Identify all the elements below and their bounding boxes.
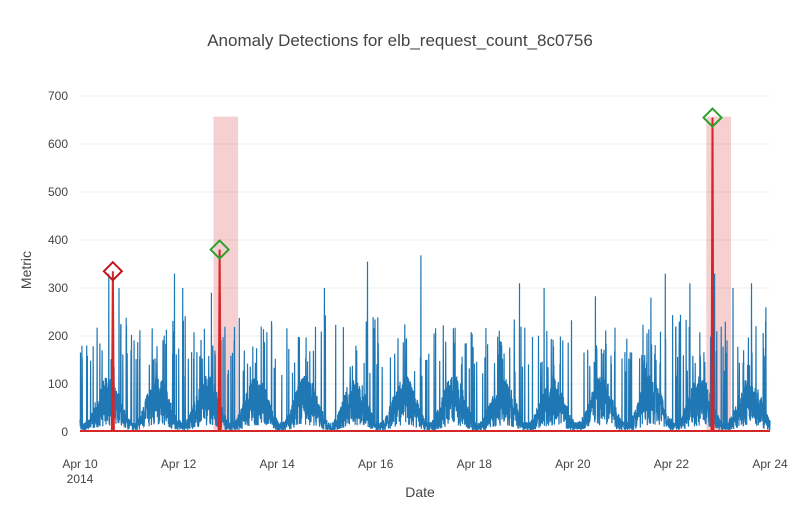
anomaly-marker (702, 107, 723, 129)
x-tick-label: Apr 12 (161, 457, 197, 471)
x-tick-label: Apr 20 (555, 457, 591, 471)
anomaly-marker (209, 239, 231, 261)
y-tick-label: 500 (48, 185, 68, 199)
grid-layer (80, 95, 770, 385)
x-tick-label: Apr 22 (654, 457, 690, 471)
x-tick-label: Apr 16 (358, 457, 394, 471)
y-axis-title: Metric (18, 251, 34, 289)
series-layer (79, 117, 771, 433)
y-tick-label: 300 (48, 281, 68, 295)
x-axis-title: Date (405, 484, 435, 500)
chart-title: Anomaly Detections for elb_request_count… (207, 31, 593, 50)
anomaly-marker (102, 260, 124, 282)
x-tick-label: Apr 10 (62, 457, 98, 471)
y-tick-label: 700 (48, 89, 68, 103)
x-tick-label: Apr 24 (752, 457, 788, 471)
x-tick-sublabel: 2014 (67, 472, 94, 486)
x-tick-label: Apr 14 (259, 457, 295, 471)
anomaly-score-line (80, 117, 770, 432)
y-tick-label: 600 (48, 137, 68, 151)
x-tick-label: Apr 18 (457, 457, 493, 471)
y-tick-label: 400 (48, 233, 68, 247)
marker-layer (102, 107, 723, 282)
y-tick-label: 0 (61, 425, 68, 439)
metric-series-line (79, 117, 771, 433)
y-tick-label: 200 (48, 329, 68, 343)
y-tick-label: 100 (48, 377, 68, 391)
